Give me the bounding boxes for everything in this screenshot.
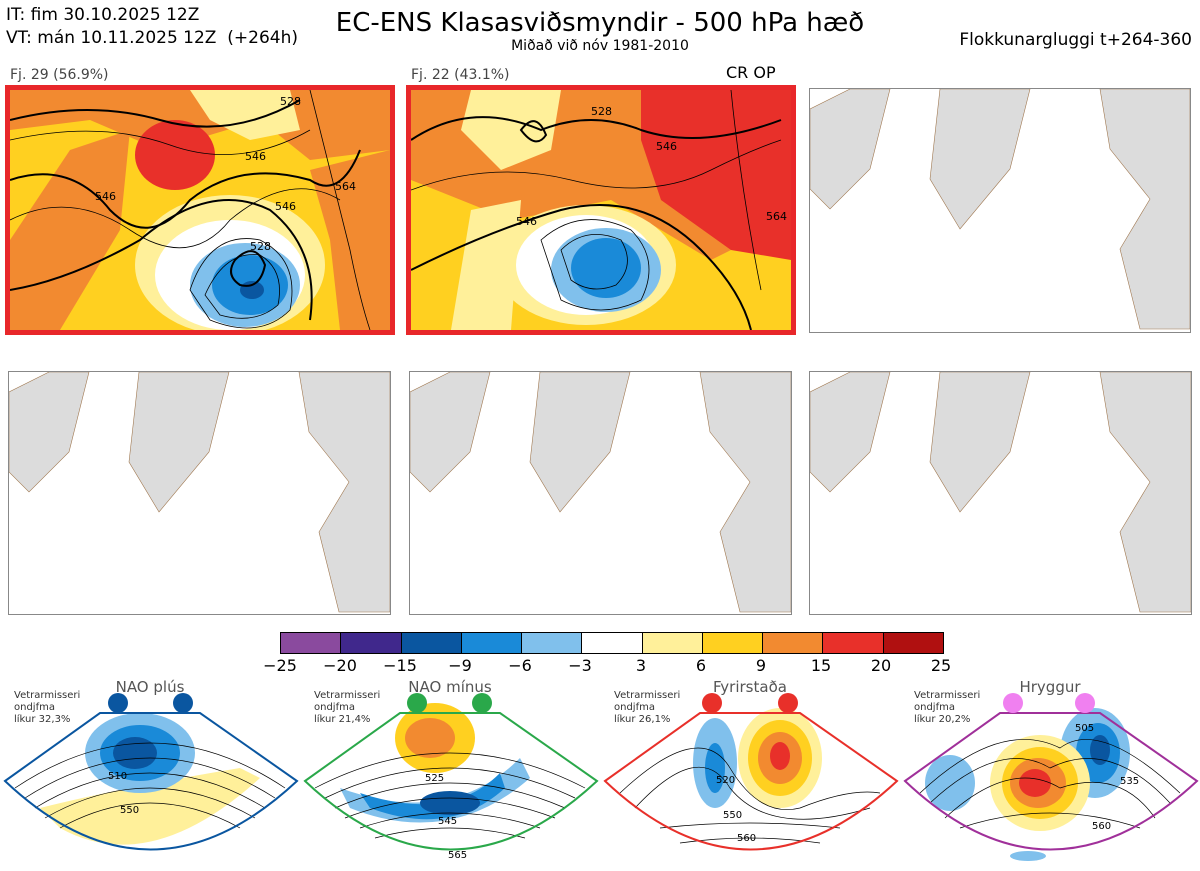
classification-window-label: Flokkunargluggi t+264-360	[959, 30, 1192, 50]
colorbar	[280, 632, 944, 654]
regime-nao-plus[interactable]: NAO plús Vetrarmisseri ondjfma líkur 32,3%…	[0, 678, 300, 871]
colorbar-tick: 25	[930, 656, 952, 675]
contour-label: 528	[280, 95, 301, 108]
page-title: EC-ENS Klasasviðsmyndir - 500 hPa hæð	[335, 8, 865, 38]
contour-label: 528	[250, 240, 271, 253]
svg-text:560: 560	[1092, 821, 1111, 832]
colorbar-tick: −25	[263, 656, 297, 675]
map-land	[810, 89, 1190, 330]
cr-op-label: CR OP	[726, 63, 776, 82]
contour-label: 546	[95, 190, 116, 203]
colorbar-tick: −9	[448, 656, 472, 675]
cluster-map-2[interactable]: 528 546 546 564	[406, 85, 796, 335]
contour-label: 546	[275, 200, 296, 213]
svg-text:505: 505	[1075, 723, 1094, 734]
contour-label: 546	[245, 150, 266, 163]
colorbar-bin	[281, 633, 342, 653]
colorbar-bin	[883, 633, 943, 653]
colorbar-tick: −3	[568, 656, 592, 675]
contour-label: 546	[656, 140, 677, 153]
colorbar-tick: 20	[870, 656, 892, 675]
svg-text:545: 545	[438, 816, 457, 827]
page-subtitle: Miðað við nóv 1981-2010	[511, 38, 689, 54]
map-land	[410, 372, 791, 613]
regime-info: Vetrarmisseri ondjfma líkur 26,1%	[614, 690, 681, 725]
regime-marker	[778, 693, 798, 713]
regime-marker	[1003, 693, 1023, 713]
colorbar-tick: −20	[323, 656, 357, 675]
regime-map: 525 545 565	[303, 693, 599, 861]
cluster-2-field: 528 546 546 564	[411, 90, 791, 330]
cluster-map-1[interactable]: 528 546 564 528 546 546	[5, 85, 395, 335]
contour-label: 546	[516, 215, 537, 228]
colorbar-bin	[401, 633, 462, 653]
contour-label: 528	[591, 105, 612, 118]
regime-ridge[interactable]: Hryggur Vetrarmisseri ondjfma líkur 20,2% …	[900, 678, 1200, 871]
regime-info: Vetrarmisseri ondjfma líkur 32,3%	[14, 690, 81, 725]
regime-title: Fyrirstaða	[713, 678, 787, 696]
svg-text:520: 520	[716, 775, 735, 786]
regime-marker	[108, 693, 128, 713]
map-land	[9, 372, 390, 613]
svg-text:510: 510	[108, 771, 127, 782]
cluster-1-field: 528 546 564 528 546 546	[10, 90, 390, 330]
svg-text:565: 565	[448, 850, 467, 861]
colorbar-tick: 6	[695, 656, 707, 675]
colorbar-bin	[642, 633, 703, 653]
panel-2-label: Fj. 22 (43.1%)	[411, 67, 510, 83]
svg-text:535: 535	[1120, 776, 1139, 787]
regime-marker	[702, 693, 722, 713]
cluster-map-6[interactable]	[809, 371, 1192, 615]
svg-text:525: 525	[425, 773, 444, 784]
map-land	[810, 372, 1191, 613]
colorbar-tick: 9	[755, 656, 767, 675]
regime-map: 520 550 560	[603, 693, 899, 851]
regime-marker	[472, 693, 492, 713]
cluster-map-3[interactable]	[809, 88, 1191, 333]
colorbar-tick: 3	[635, 656, 647, 675]
contour-label: 564	[766, 210, 787, 223]
colorbar-tick: 15	[810, 656, 832, 675]
regime-info: Vetrarmisseri ondjfma líkur 20,2%	[914, 690, 981, 725]
regime-info: Vetrarmisseri ondjfma líkur 21,4%	[314, 690, 381, 725]
regime-map: 510 550	[3, 693, 299, 851]
regime-title: NAO mínus	[408, 678, 492, 696]
colorbar-bin	[823, 633, 884, 653]
colorbar-bin	[461, 633, 523, 653]
svg-text:550: 550	[723, 810, 742, 821]
regime-marker	[1075, 693, 1095, 713]
contour-label: 564	[335, 180, 356, 193]
cluster-map-4[interactable]	[8, 371, 391, 615]
colorbar-tick: −15	[383, 656, 417, 675]
regime-marker	[407, 693, 427, 713]
regime-nao-minus[interactable]: NAO mínus Vetrarmisseri ondjfma líkur 21,4…	[300, 678, 600, 871]
colorbar-bin	[763, 633, 824, 653]
colorbar-tick: −6	[508, 656, 532, 675]
regime-marker	[173, 693, 193, 713]
init-time-label: IT: fim 30.10.2025 12Z VT: mán 10.11.2025…	[6, 5, 298, 48]
colorbar-bin	[582, 633, 643, 653]
svg-text:550: 550	[120, 805, 139, 816]
colorbar-bin	[522, 633, 583, 653]
colorbar-bin	[702, 633, 764, 653]
cluster-map-5[interactable]	[409, 371, 792, 615]
regime-map: 505 535 560	[903, 693, 1199, 861]
svg-text:560: 560	[737, 833, 756, 844]
panel-1-label: Fj. 29 (56.9%)	[10, 67, 109, 83]
regime-blocking[interactable]: Fyrirstaða Vetrarmisseri ondjfma líkur 26,…	[600, 678, 900, 871]
regime-title: Hryggur	[1019, 678, 1081, 696]
colorbar-bin	[341, 633, 402, 653]
regime-title: NAO plús	[115, 678, 185, 696]
